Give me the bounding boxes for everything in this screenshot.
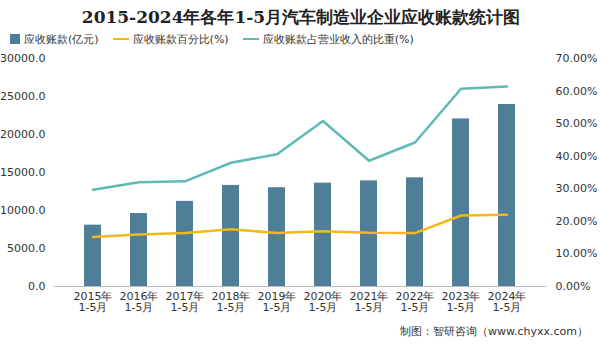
svg-text:2024年1-5月: 2024年1-5月 — [488, 290, 527, 314]
svg-text:15000.0: 15000.0 — [0, 166, 46, 179]
svg-text:2015年1-5月: 2015年1-5月 — [74, 290, 113, 314]
svg-text:2016年1-5月: 2016年1-5月 — [120, 290, 159, 314]
svg-text:10.00%: 10.00% — [556, 247, 598, 260]
svg-text:70.00%: 70.00% — [556, 52, 598, 65]
html-text:制图：智研咨询（www.chyxx.com）: 制图：智研咨询（www.chyxx.com） — [400, 325, 588, 338]
svg-text:2018年1-5月: 2018年1-5月 — [212, 290, 251, 314]
svg-text:0.0: 0.0 — [28, 280, 46, 293]
svg-text:20.00%: 20.00% — [556, 215, 598, 228]
svg-text:0.00%: 0.00% — [556, 280, 591, 293]
svg-text:30.00%: 30.00% — [556, 182, 598, 195]
svg-text:60.00%: 60.00% — [556, 85, 598, 98]
svg-text:40.00%: 40.00% — [556, 150, 598, 163]
svg-text:2017年1-5月: 2017年1-5月 — [166, 290, 205, 314]
svg-text:5000.0: 5000.0 — [7, 242, 46, 255]
svg-text:50.00%: 50.00% — [556, 117, 598, 130]
svg-text:2023年1-5月: 2023年1-5月 — [442, 290, 481, 314]
svg-text:25000.0: 25000.0 — [0, 90, 46, 103]
svg-text:2020年1-5月: 2020年1-5月 — [304, 290, 343, 314]
svg-text:2021年1-5月: 2021年1-5月 — [350, 290, 389, 314]
svg-text:20000.0: 20000.0 — [0, 128, 46, 141]
svg-text:2019年1-5月: 2019年1-5月 — [258, 290, 297, 314]
svg-text:10000.0: 10000.0 — [0, 204, 46, 217]
html-text:2015-2024年各年1-5月汽车制造业企业应收账款统计图: 2015-2024年各年1-5月汽车制造业企业应收账款统计图 — [81, 7, 521, 27]
html-text:应收账款占营业收入的比重(%): 应收账款占营业收入的比重(%) — [262, 32, 414, 46]
svg-text:2022年1-5月: 2022年1-5月 — [396, 290, 435, 314]
html-text:应收账款百分比(%): 应收账款百分比(%) — [132, 32, 229, 46]
html-text:应收账款(亿元): 应收账款(亿元) — [24, 32, 99, 46]
svg-text:30000.0: 30000.0 — [0, 52, 46, 65]
